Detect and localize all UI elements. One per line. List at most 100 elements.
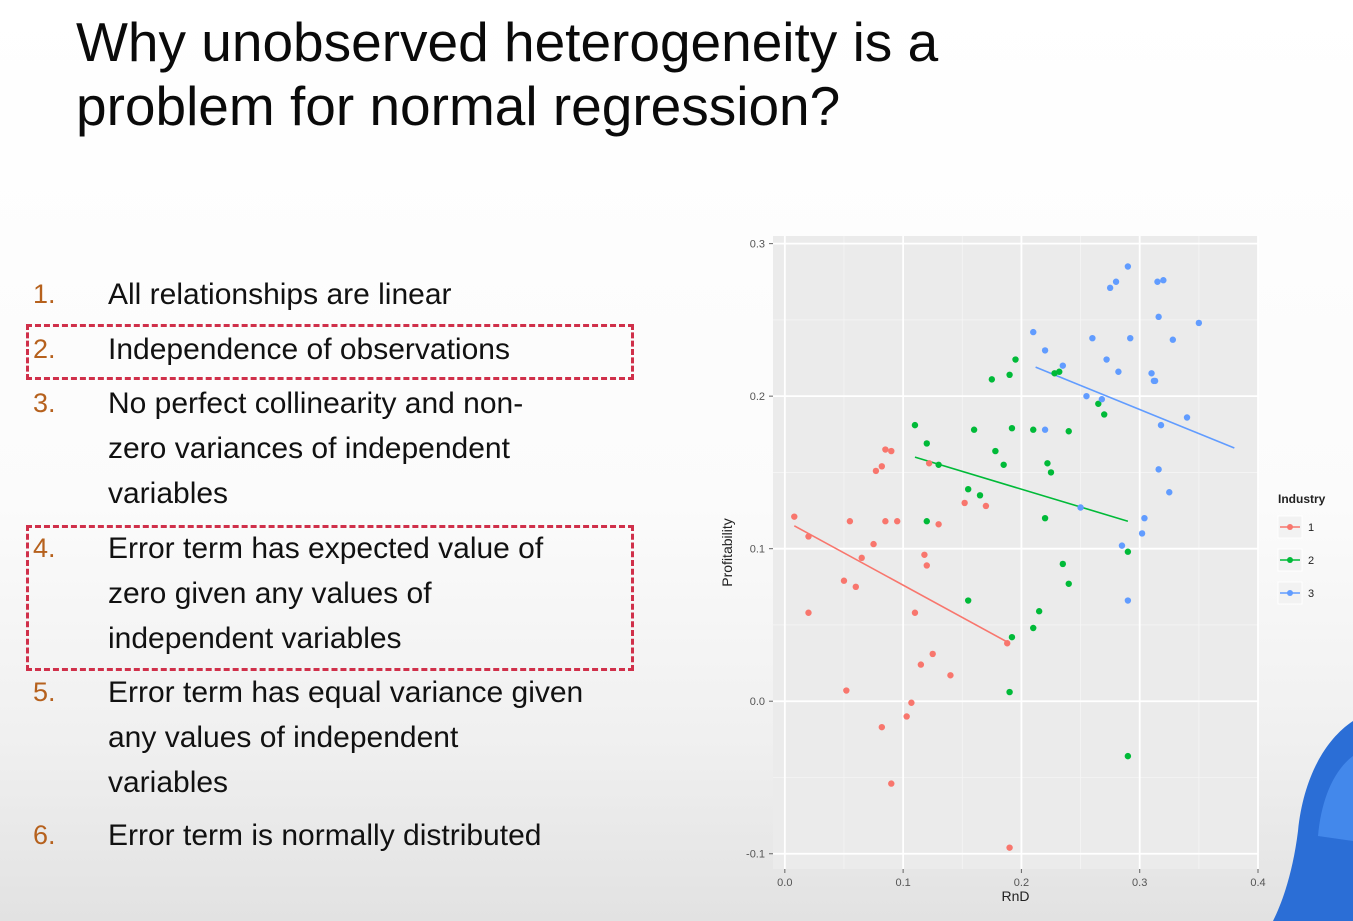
data-point-industry-2 xyxy=(1047,469,1055,476)
data-point-industry-3 xyxy=(1098,396,1106,403)
assumption-text: Error term has equal variance given xyxy=(108,676,584,709)
scatter-chart-svg: 0.0 0.1 0.2 0.3 0.4 -0.1 0.0 0.1 0.2 0.3 RnD Profit… xyxy=(719,236,1326,904)
data-point-industry-1 xyxy=(882,518,889,525)
assumption-text: zero variances of independent xyxy=(108,432,510,465)
highlight-box-item-4 xyxy=(26,525,634,671)
data-point-industry-1 xyxy=(961,499,968,507)
data-point-industry-3 xyxy=(1041,426,1049,433)
data-point-industry-3 xyxy=(1141,514,1148,522)
assumption-text: zero given any values of xyxy=(108,577,432,610)
data-point-industry-1 xyxy=(882,446,889,453)
y-tick-label: -0.1 xyxy=(746,849,765,861)
legend-label: 2 xyxy=(1308,555,1314,567)
data-point-industry-2 xyxy=(1006,371,1013,379)
data-point-industry-3 xyxy=(1083,392,1090,400)
assumption-text: Error term has expected value of xyxy=(108,532,544,565)
data-point-industry-2 xyxy=(935,461,942,468)
data-point-industry-1 xyxy=(888,780,895,787)
y-axis-title: Profitability xyxy=(719,518,735,586)
data-point-industry-3 xyxy=(1112,278,1120,285)
data-point-industry-3 xyxy=(1030,328,1037,336)
assumption-number: 5. xyxy=(33,677,56,707)
x-tick-label: 0.1 xyxy=(895,877,910,889)
legend-key-point xyxy=(1287,557,1293,563)
data-point-industry-2 xyxy=(1065,580,1072,587)
data-point-industry-1 xyxy=(852,583,860,591)
data-point-industry-2 xyxy=(970,426,978,433)
data-point-industry-1 xyxy=(923,562,930,569)
data-point-industry-2 xyxy=(1044,460,1051,467)
data-point-industry-1 xyxy=(1006,844,1013,851)
assumption-text: Error term is normally distributed xyxy=(108,819,542,852)
data-point-industry-1 xyxy=(878,463,886,470)
plot-panel xyxy=(773,236,1258,869)
data-point-industry-3 xyxy=(1154,278,1161,285)
slide-title-line-2: problem for normal regression? xyxy=(76,75,841,137)
data-point-industry-3 xyxy=(1115,368,1122,375)
scatter-chart: 0.0 0.1 0.2 0.3 0.4 -0.1 0.0 0.1 0.2 0.3 RnD Profit… xyxy=(715,228,1345,918)
data-point-industry-2 xyxy=(1030,426,1037,433)
assumption-text: variables xyxy=(108,477,229,510)
presenter-silhouette-icon xyxy=(1273,721,1353,921)
legend-title: Industry xyxy=(1278,492,1326,506)
data-point-industry-2 xyxy=(923,440,930,447)
grid-lines xyxy=(773,236,1259,869)
data-point-industry-3 xyxy=(1166,489,1173,496)
data-point-industry-1 xyxy=(935,521,942,528)
data-point-industry-1 xyxy=(805,609,812,616)
data-points xyxy=(791,263,1203,851)
assumption-text: All relationships are linear xyxy=(108,278,452,311)
slide-title: Why unobserved heterogeneity is a proble… xyxy=(76,10,1226,138)
data-point-industry-1 xyxy=(872,467,880,475)
data-point-industry-3 xyxy=(1157,421,1165,429)
data-point-industry-2 xyxy=(1000,461,1007,468)
assumption-number: 3. xyxy=(33,388,56,418)
assumption-number: 6. xyxy=(33,820,56,850)
data-point-industry-2 xyxy=(1124,548,1132,555)
data-point-industry-3 xyxy=(1124,597,1132,604)
data-point-industry-2 xyxy=(1006,688,1013,696)
data-point-industry-1 xyxy=(947,672,954,679)
data-point-industry-3 xyxy=(1155,466,1162,473)
assumption-text: variables xyxy=(108,766,229,799)
data-point-industry-3 xyxy=(1103,356,1110,363)
data-point-industry-1 xyxy=(1004,640,1011,647)
data-point-industry-3 xyxy=(1106,284,1114,292)
legend: Industry 1 2 3 xyxy=(1277,492,1326,605)
data-point-industry-3 xyxy=(1089,334,1096,342)
data-point-industry-2 xyxy=(976,492,984,499)
data-point-industry-1 xyxy=(917,661,925,668)
axes: 0.0 0.1 0.2 0.3 0.4 -0.1 0.0 0.1 0.2 0.3 RnD Profit… xyxy=(719,239,1266,904)
fit-line-industry-1 xyxy=(793,525,1010,644)
data-point-industry-1 xyxy=(878,723,886,731)
x-tick-label: 0.3 xyxy=(1132,877,1147,889)
data-point-industry-1 xyxy=(921,551,928,558)
assumption-number: 4. xyxy=(33,533,56,563)
data-point-industry-3 xyxy=(1118,542,1126,549)
data-point-industry-3 xyxy=(1160,277,1167,284)
assumption-text: any values of independent xyxy=(108,721,459,754)
data-point-industry-2 xyxy=(992,447,999,455)
data-point-industry-3 xyxy=(1169,336,1177,343)
y-tick-label: 0.0 xyxy=(750,696,765,708)
presenter-video-overlay xyxy=(1203,661,1353,921)
data-point-industry-1 xyxy=(840,577,848,584)
data-point-industry-1 xyxy=(791,513,798,520)
assumption-text: No perfect collinearity and non- xyxy=(108,387,524,420)
legend-key-point xyxy=(1287,524,1293,530)
data-point-industry-1 xyxy=(894,518,901,525)
data-point-industry-2 xyxy=(1012,356,1019,363)
data-point-industry-1 xyxy=(870,540,877,548)
y-tick-label: 0.1 xyxy=(750,544,765,556)
data-point-industry-1 xyxy=(911,609,919,616)
y-tick-label: 0.3 xyxy=(750,239,765,251)
data-point-industry-2 xyxy=(1035,608,1043,615)
data-point-industry-1 xyxy=(903,713,910,720)
x-tick-label: 0.4 xyxy=(1250,877,1265,889)
data-point-industry-2 xyxy=(911,421,919,429)
legend-label: 1 xyxy=(1308,522,1314,534)
data-point-industry-3 xyxy=(1124,263,1132,270)
data-point-industry-1 xyxy=(805,533,812,540)
data-point-industry-1 xyxy=(925,460,933,467)
plot-panel-background xyxy=(773,236,1258,869)
